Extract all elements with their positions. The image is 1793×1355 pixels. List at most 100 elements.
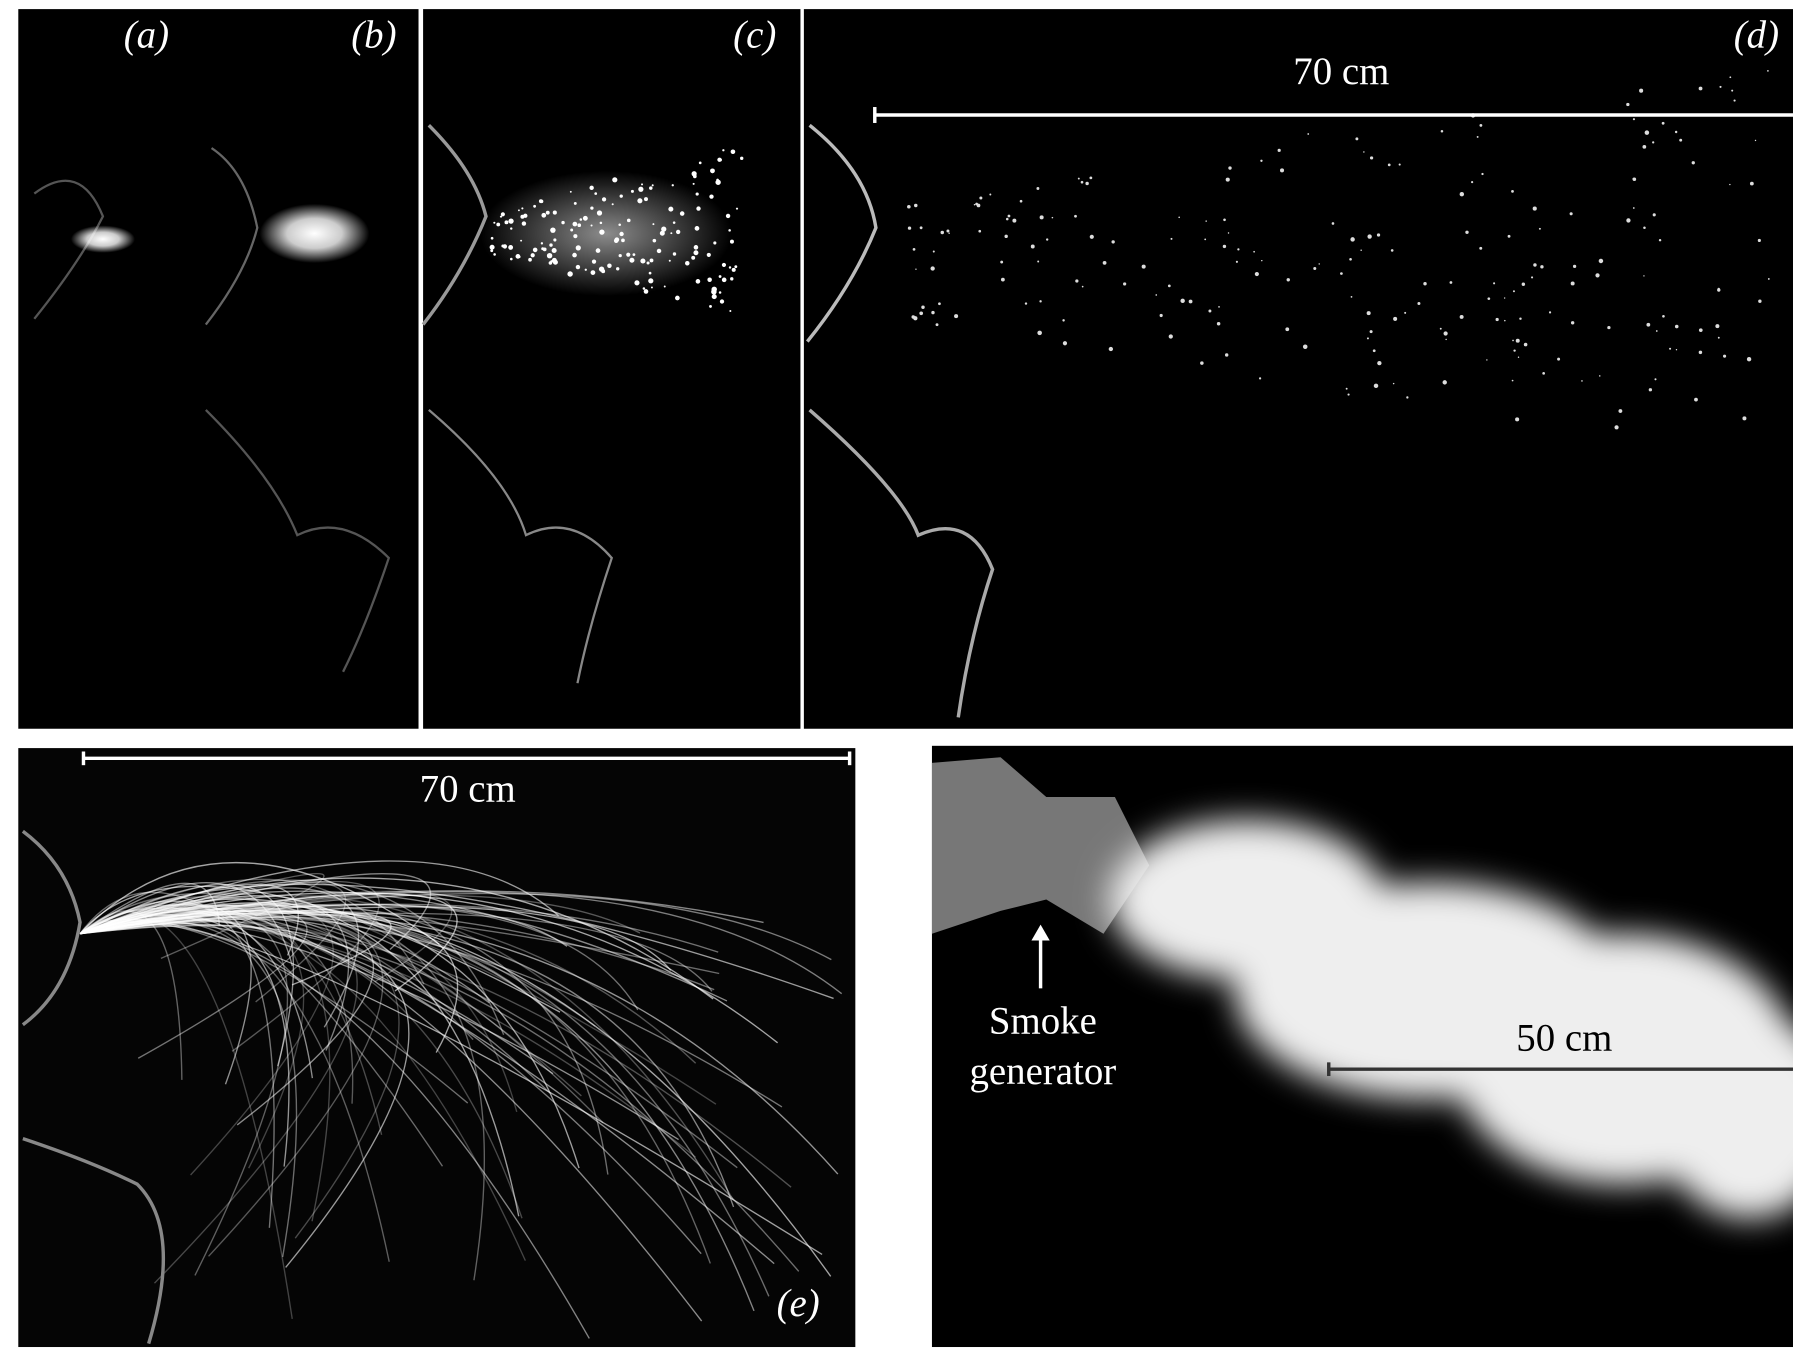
panel-label: (f) <box>1731 761 1768 804</box>
droplet <box>660 231 665 236</box>
droplet <box>1531 276 1533 278</box>
droplet <box>1020 200 1023 203</box>
droplet <box>1481 173 1483 175</box>
droplet <box>597 210 602 215</box>
droplet <box>1367 234 1371 238</box>
droplet <box>567 271 572 276</box>
droplet <box>1255 272 1259 276</box>
droplet <box>913 248 916 251</box>
droplet <box>1340 272 1343 275</box>
droplet <box>729 266 731 268</box>
droplet <box>1307 133 1309 135</box>
droplet <box>914 204 918 207</box>
droplet <box>936 323 939 326</box>
droplet <box>594 192 597 195</box>
droplet <box>520 240 522 242</box>
droplet <box>1486 359 1487 360</box>
droplet <box>1008 215 1011 218</box>
droplet <box>1699 351 1702 354</box>
droplet <box>1549 311 1551 313</box>
droplet <box>638 187 643 192</box>
droplet <box>572 253 577 258</box>
droplet <box>1391 249 1394 252</box>
droplet <box>1377 361 1381 365</box>
droplet <box>673 252 676 255</box>
droplet <box>1508 235 1511 238</box>
droplet <box>1513 349 1515 351</box>
droplet <box>1103 261 1107 265</box>
droplet <box>713 241 716 244</box>
droplet <box>696 279 701 284</box>
droplet <box>619 254 622 257</box>
droplet <box>1423 282 1426 285</box>
droplet <box>1319 263 1320 264</box>
droplet <box>1285 327 1289 331</box>
droplet <box>730 240 734 244</box>
droplet <box>1090 235 1094 239</box>
droplet <box>649 272 652 275</box>
droplet <box>1001 278 1005 282</box>
droplet <box>691 256 695 260</box>
droplet <box>1440 328 1442 330</box>
droplet <box>570 229 573 232</box>
droplet <box>650 259 654 263</box>
droplet <box>1729 184 1730 185</box>
droplet <box>508 219 513 224</box>
droplet <box>1571 281 1575 285</box>
droplet <box>1004 235 1007 238</box>
droplet <box>1075 279 1078 282</box>
droplet <box>1542 372 1545 375</box>
droplet <box>1662 315 1665 318</box>
droplet <box>1374 384 1378 388</box>
droplet <box>696 206 700 210</box>
droplet <box>915 269 916 270</box>
droplet <box>528 258 532 262</box>
figure: (a) (b) (c) (d) 70 cm 70 cm (e) (f) 50 c… <box>0 0 1793 1355</box>
droplet <box>1533 207 1537 211</box>
droplet <box>490 245 495 250</box>
droplet <box>1646 323 1650 327</box>
droplet <box>1109 347 1113 351</box>
droplet <box>546 211 550 215</box>
droplet <box>719 291 722 294</box>
droplet <box>946 229 949 232</box>
droplet <box>978 230 981 233</box>
droplet <box>518 209 520 211</box>
droplet <box>501 212 505 216</box>
droplet <box>634 280 639 285</box>
droplet <box>1471 181 1473 183</box>
droplet <box>612 177 617 182</box>
droplet <box>1450 281 1453 284</box>
droplet <box>1025 302 1027 304</box>
droplet <box>1370 156 1373 159</box>
droplet <box>1142 265 1146 269</box>
droplet <box>1200 361 1204 364</box>
droplet <box>1479 247 1482 250</box>
droplet <box>1225 353 1228 356</box>
droplet <box>533 205 536 208</box>
droplet <box>1012 219 1016 223</box>
droplet <box>619 232 623 236</box>
droplet <box>1758 300 1761 303</box>
droplet <box>1180 299 1184 303</box>
droplet <box>1218 306 1220 308</box>
droplet <box>1393 383 1394 384</box>
droplet <box>641 183 643 185</box>
droplet <box>734 265 737 268</box>
droplet <box>602 197 606 201</box>
droplet <box>1313 267 1316 270</box>
droplet <box>1723 355 1726 358</box>
droplet <box>1441 130 1444 133</box>
droplet <box>1768 278 1770 280</box>
droplet <box>508 245 513 250</box>
droplet <box>1085 182 1088 185</box>
droplet <box>1417 302 1420 305</box>
droplet <box>1643 226 1646 229</box>
scale-label: 50 cm <box>1516 1017 1612 1060</box>
droplet <box>1639 89 1643 93</box>
droplet <box>1516 339 1520 343</box>
droplet <box>1081 181 1084 184</box>
droplet <box>1755 140 1756 141</box>
droplet <box>1742 416 1746 420</box>
droplet <box>1346 388 1348 390</box>
